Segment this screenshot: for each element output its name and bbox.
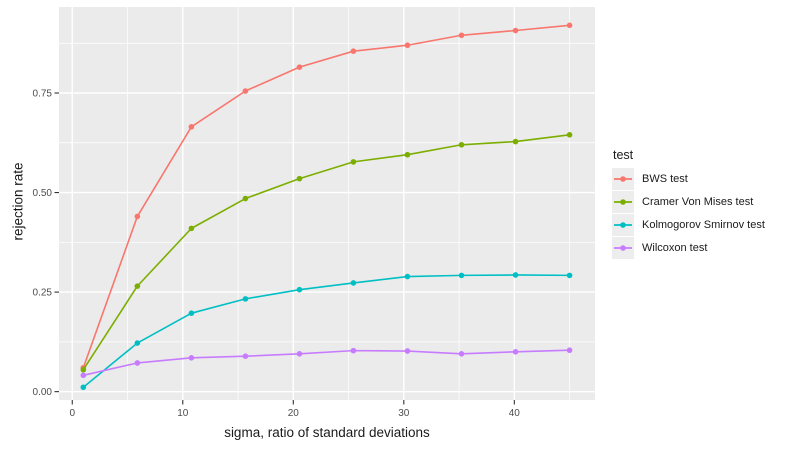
- legend-items: BWS test Cramer Von Mises test Kolmogorov …: [612, 168, 765, 259]
- data-point-wilcoxon-test: [458, 351, 465, 357]
- legend-key-icon: [612, 168, 634, 190]
- data-point-cramer-von-mises-test: [80, 366, 87, 373]
- data-point-kolmogorov-smirnov-test: [134, 340, 141, 346]
- x-tick-label: 0: [69, 408, 75, 419]
- data-point-wilcoxon-test: [296, 351, 303, 357]
- data-point-wilcoxon-test: [566, 347, 573, 354]
- series-line-cramer-von-mises-test: [82, 134, 571, 371]
- legend-label: BWS test: [642, 173, 688, 185]
- data-point-cramer-von-mises-test: [566, 132, 573, 138]
- data-point-cramer-von-mises-test: [134, 283, 141, 289]
- legend-item-cramer-von-mises-test: Cramer Von Mises test: [612, 191, 765, 213]
- x-tick-label: 40: [509, 408, 521, 419]
- data-point-wilcoxon-test: [350, 347, 357, 354]
- x-axis-title: sigma, ratio of standard deviations: [224, 425, 430, 440]
- data-point-kolmogorov-smirnov-test: [242, 296, 249, 302]
- legend: test BWS test Cramer Von Mises test Kolmog…: [612, 148, 765, 260]
- data-point-cramer-von-mises-test: [512, 138, 519, 145]
- data-point-bws-test: [512, 27, 519, 34]
- data-point-kolmogorov-smirnov-test: [296, 286, 303, 293]
- data-point-bws-test: [134, 213, 141, 220]
- series-line-bws-test: [82, 24, 571, 369]
- y-tick-label: 0.50: [33, 188, 53, 199]
- legend-item-kolmogorov-smirnov-test: Kolmogorov Smirnov test: [612, 214, 765, 236]
- data-point-cramer-von-mises-test: [350, 159, 357, 165]
- data-point-bws-test: [296, 64, 303, 70]
- x-tick-label: 10: [177, 408, 189, 419]
- x-tick-label: 20: [288, 408, 300, 419]
- legend-label: Wilcoxon test: [642, 242, 708, 254]
- data-point-cramer-von-mises-test: [458, 141, 465, 148]
- legend-item-bws-test: BWS test: [612, 168, 765, 190]
- legend-item-wilcoxon-test: Wilcoxon test: [612, 237, 765, 259]
- data-point-kolmogorov-smirnov-test: [458, 272, 465, 279]
- legend-label: Cramer Von Mises test: [642, 196, 754, 208]
- y-tick-label: 0.75: [33, 89, 53, 100]
- data-point-bws-test: [350, 48, 357, 54]
- data-point-kolmogorov-smirnov-test: [188, 310, 195, 316]
- data-point-bws-test: [404, 42, 411, 49]
- legend-label: Kolmogorov Smirnov test: [642, 219, 765, 231]
- data-point-wilcoxon-test: [80, 372, 87, 379]
- data-point-cramer-von-mises-test: [188, 225, 195, 232]
- series-line-wilcoxon-test: [82, 349, 571, 377]
- data-point-wilcoxon-test: [404, 348, 411, 354]
- data-point-kolmogorov-smirnov-test: [350, 280, 357, 286]
- data-point-wilcoxon-test: [512, 349, 519, 355]
- data-point-kolmogorov-smirnov-test: [80, 384, 87, 391]
- data-point-kolmogorov-smirnov-test: [512, 272, 519, 278]
- data-point-wilcoxon-test: [188, 354, 195, 361]
- x-tick-label: 30: [398, 408, 410, 419]
- y-axis-title: rejection rate: [10, 162, 26, 241]
- data-point-kolmogorov-smirnov-test: [404, 273, 411, 280]
- data-point-cramer-von-mises-test: [296, 175, 303, 182]
- data-point-kolmogorov-smirnov-test: [566, 272, 573, 279]
- data-point-cramer-von-mises-test: [242, 195, 249, 202]
- data-point-bws-test: [566, 22, 573, 29]
- legend-title: test: [613, 148, 634, 162]
- legend-key-icon: [612, 237, 634, 259]
- series-line-kolmogorov-smirnov-test: [82, 274, 571, 389]
- data-point-wilcoxon-test: [134, 360, 141, 366]
- data-point-wilcoxon-test: [242, 353, 249, 360]
- legend-key-icon: [612, 214, 634, 236]
- y-tick-label: 0.25: [33, 288, 53, 299]
- data-point-bws-test: [458, 32, 465, 39]
- legend-key-icon: [612, 191, 634, 213]
- data-point-cramer-von-mises-test: [404, 151, 411, 158]
- data-point-bws-test: [188, 124, 195, 130]
- y-tick-label: 0.00: [33, 387, 53, 398]
- plot-panel: [59, 7, 595, 400]
- data-point-bws-test: [242, 88, 249, 94]
